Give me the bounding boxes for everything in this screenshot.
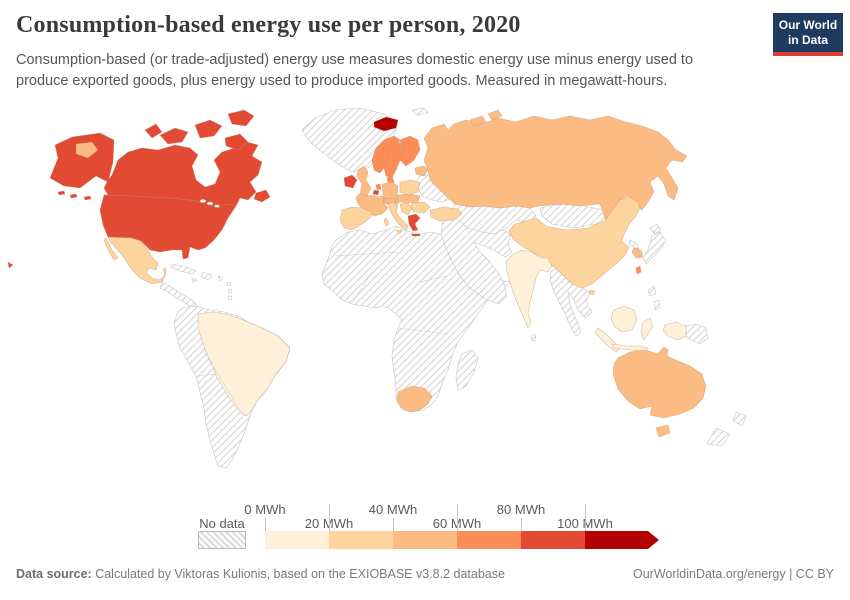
- legend-no-data-label: No data: [199, 516, 245, 531]
- legend-color-bin-80-100[interactable]: [521, 531, 585, 549]
- legend-color-bin-40-60[interactable]: [393, 531, 457, 549]
- owid-logo[interactable]: Our World in Data: [773, 13, 843, 56]
- legend-tick-mark: [265, 518, 266, 531]
- footer-data-source: Data source: Calculated by Viktoras Kuli…: [16, 567, 505, 581]
- page-subtitle: Consumption-based (or trade-adjusted) en…: [16, 52, 694, 90]
- legend-color-bin-0-20[interactable]: [265, 531, 329, 549]
- legend-tick-label-40: 40 MWh: [368, 502, 418, 517]
- legend-no-data-swatch[interactable]: [198, 531, 246, 549]
- legend-tick-label-80: 80 MWh: [496, 502, 546, 517]
- map-no-data-regions[interactable]: [159, 107, 747, 469]
- legend-tick-mark: [521, 518, 522, 531]
- legend-color-bin-100-plus[interactable]: [585, 531, 659, 549]
- legend-tick-mark: [329, 504, 330, 531]
- map-colored-regions[interactable]: [7, 109, 707, 438]
- page-title: Consumption-based energy use per person,…: [16, 12, 521, 38]
- legend-color-bin-60-80[interactable]: [457, 531, 521, 549]
- owid-logo-line2: in Data: [787, 33, 828, 47]
- great-lakes: [199, 199, 220, 208]
- legend-tick-mark: [585, 504, 586, 531]
- legend-tick-mark: [393, 518, 394, 531]
- us-canada-border: [103, 194, 237, 209]
- owid-logo-line1: Our World: [778, 18, 838, 32]
- world-choropleth-map[interactable]: [0, 100, 850, 500]
- legend-color-bin-20-40[interactable]: [329, 531, 393, 549]
- footer-owid-link[interactable]: OurWorldinData.org/energy | CC BY: [632, 567, 834, 581]
- footer-data-source-label: Data source:: [16, 567, 92, 581]
- legend-tick-mark: [457, 504, 458, 531]
- legend-tick-label-0: 0 MWh: [244, 502, 286, 517]
- map-border-lines: [197, 251, 449, 417]
- footer-data-source-text: Calculated by Viktoras Kulionis, based o…: [91, 567, 505, 581]
